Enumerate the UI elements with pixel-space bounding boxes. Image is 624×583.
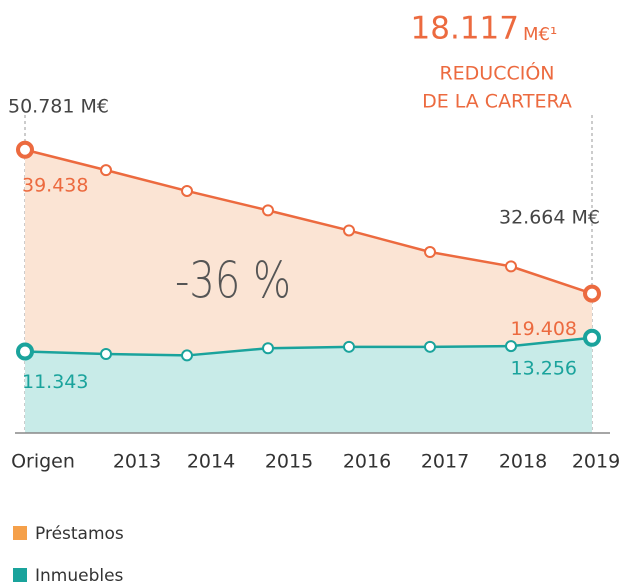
value-label: 13.256 — [511, 357, 577, 379]
point — [424, 340, 436, 353]
reduction-label: REDUCCIÓN — [439, 61, 554, 85]
x-tick-label: 2013 — [113, 451, 161, 473]
point — [100, 348, 112, 360]
x-tick-label: 2018 — [499, 451, 547, 473]
point — [343, 340, 355, 353]
x-tick-label: 2016 — [343, 451, 391, 473]
point — [262, 204, 274, 217]
legend-label: Inmuebles — [35, 566, 124, 583]
point — [343, 224, 355, 237]
point — [181, 184, 193, 197]
point — [100, 164, 112, 177]
value-label: 19.408 — [511, 318, 577, 340]
value-label: 11.343 — [22, 371, 88, 393]
x-tick-label: 2014 — [187, 451, 235, 473]
legend-swatch — [13, 568, 27, 582]
point — [16, 140, 34, 159]
area — [25, 337, 592, 433]
point — [16, 342, 34, 361]
legend-swatch — [13, 526, 27, 540]
point — [505, 260, 517, 273]
start-total: 50.781 M€ — [8, 96, 109, 118]
reduction-unit: M€¹ — [523, 24, 557, 45]
plot: 39.438 19.408 11.343 13.256 Origen 2013 2014 20… — [11, 115, 620, 583]
point — [424, 246, 436, 259]
value-label: 39.438 — [22, 174, 88, 196]
end-total: 32.664 M€ — [499, 207, 600, 229]
reduction-label: DE LA CARTERA — [422, 91, 572, 113]
point — [583, 328, 601, 347]
change-label: -36 % — [175, 251, 291, 310]
point — [181, 349, 193, 362]
x-tick-label: 2017 — [421, 451, 469, 473]
line — [24, 148, 593, 295]
point — [505, 340, 517, 353]
x-tick-label: Origen — [11, 451, 75, 473]
line — [24, 336, 593, 357]
x-tick-label: 2019 — [572, 451, 620, 473]
point — [583, 284, 601, 303]
legend-label: Préstamos — [35, 524, 124, 544]
reduction-value: 18.117 — [411, 11, 519, 47]
x-tick-label: 2015 — [265, 451, 313, 473]
point — [262, 342, 274, 355]
